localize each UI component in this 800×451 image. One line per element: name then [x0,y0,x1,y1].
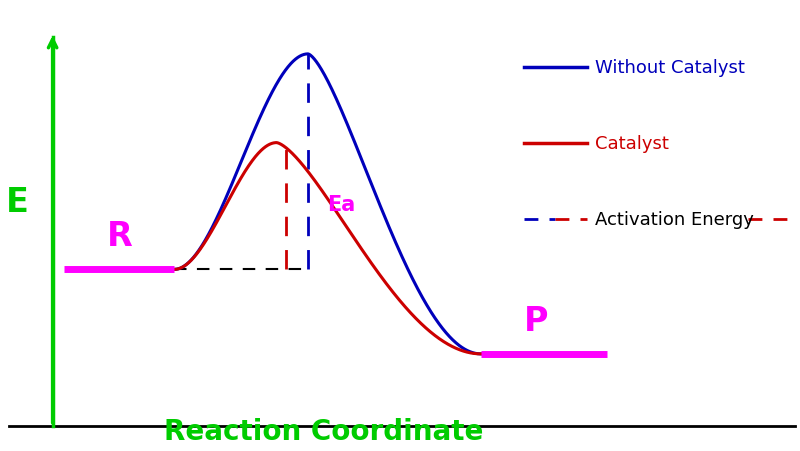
Text: Reaction Coordinate: Reaction Coordinate [164,417,483,445]
Text: Catalyst: Catalyst [594,134,669,152]
Text: P: P [523,304,548,337]
Text: Activation Energy: Activation Energy [594,210,754,228]
Text: Ea: Ea [327,194,356,214]
Text: R: R [106,220,132,253]
Text: Without Catalyst: Without Catalyst [594,59,745,76]
Text: E: E [6,186,29,219]
